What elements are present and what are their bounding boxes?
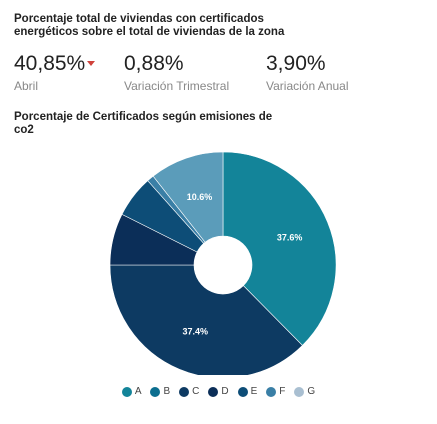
legend-item-d[interactable]: D [208,386,229,397]
legend-label: F [279,386,286,397]
legend-item-f[interactable]: F [266,386,285,397]
slice-label-c: 37.4% [182,326,208,336]
legend-item-a[interactable]: A [121,386,142,397]
kpi-quarterly-value: 0,88% [124,52,184,75]
kpi-current: 40,85% Abril [14,52,96,93]
slice-label-a: 37.6% [277,233,303,243]
slice-c[interactable] [109,264,303,375]
legend-label: D [221,386,229,397]
legend-dot-icon [208,386,219,397]
page-title: Porcentaje total de viviendas con certif… [14,13,285,38]
legend-dot-icon [121,386,132,397]
kpi-quarterly-label: Variación Trimestral [124,79,230,93]
chart-legend: A B C D E F G [0,386,437,397]
kpi-current-label: Abril [14,79,39,93]
legend-dot-icon [266,386,277,397]
legend-item-g[interactable]: G [294,386,315,397]
kpi-current-value: 40,85% [14,52,86,75]
donut-chart: 37.6% 37.4% 10.6% [109,151,337,375]
slice-label-g: 10.6% [187,192,213,202]
legend-dot-icon [179,386,190,397]
slice-g[interactable] [152,151,224,243]
kpi-quarterly: 0,88% Variación Trimestral [124,52,229,93]
legend-label: E [250,386,258,397]
chart-title: Porcentaje de Certificados según emision… [14,111,273,136]
legend-dot-icon [150,386,161,397]
legend-label: A [134,386,142,397]
legend-label: G [307,386,316,397]
legend-item-c[interactable]: C [179,386,199,397]
kpi-annual-label: Variación Anual [266,79,349,93]
legend-item-b[interactable]: B [150,386,170,397]
legend-label: B [163,386,171,397]
legend-label: C [192,386,200,397]
kpi-annual-value: 3,90% [266,52,326,75]
kpi-annual: 3,90% Variación Anual [266,52,349,93]
trend-down-icon [87,61,96,66]
legend-dot-icon [237,386,248,397]
legend-item-e[interactable]: E [237,386,258,397]
legend-dot-icon [294,386,305,397]
slice-a[interactable] [222,151,337,346]
